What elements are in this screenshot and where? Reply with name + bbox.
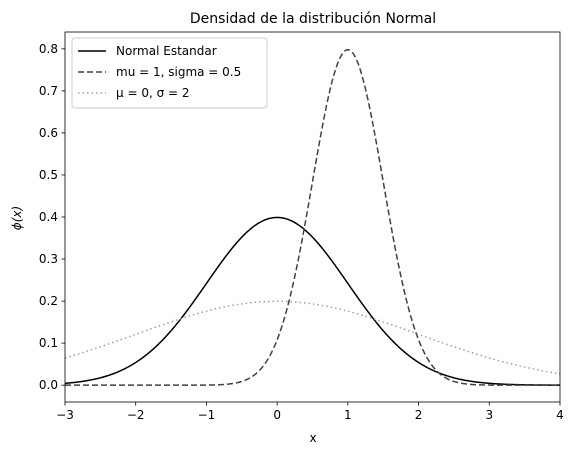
series-line-3 — [65, 300, 560, 375]
x-tick-label: 2 — [415, 408, 423, 422]
y-tick-label: 0.5 — [39, 168, 58, 182]
chart-title: Densidad de la distribución Normal — [190, 11, 436, 27]
legend-label: mu = 1, sigma = 0.5 — [116, 65, 241, 79]
x-tick-label: 0 — [273, 408, 281, 422]
y-tick-label: 0.4 — [39, 210, 58, 224]
y-tick-label: 0.0 — [39, 378, 58, 392]
series-line-1 — [65, 216, 560, 386]
x-tick-label: 4 — [556, 408, 564, 422]
y-tick-label: 0.3 — [39, 252, 58, 266]
y-tick-label: 0.8 — [39, 42, 58, 56]
y-axis-label: ϕ(x) — [10, 206, 24, 230]
legend-label: μ = 0, σ = 2 — [116, 86, 190, 100]
x-tick-label: −2 — [127, 408, 145, 422]
y-axis: 0.0 0.1 0.2 0.3 0.4 0.5 0.6 0.7 0.8 — [39, 42, 65, 392]
series-line-2 — [65, 48, 560, 386]
x-tick-label: 1 — [344, 408, 352, 422]
x-axis: −3 −2 −1 0 1 2 3 4 — [56, 402, 564, 422]
legend-label: Normal Estandar — [116, 44, 217, 58]
y-tick-label: 0.7 — [39, 84, 58, 98]
y-tick-label: 0.6 — [39, 126, 58, 140]
x-axis-label: x — [309, 431, 316, 445]
y-tick-label: 0.1 — [39, 336, 58, 350]
y-tick-label: 0.2 — [39, 294, 58, 308]
x-tick-label: −1 — [198, 408, 216, 422]
legend-box — [71, 37, 268, 109]
x-tick-label: 3 — [485, 408, 493, 422]
x-tick-label: −3 — [56, 408, 74, 422]
legend: Normal Estandar mu = 1, sigma = 0.5 μ = 0,… — [71, 37, 268, 109]
